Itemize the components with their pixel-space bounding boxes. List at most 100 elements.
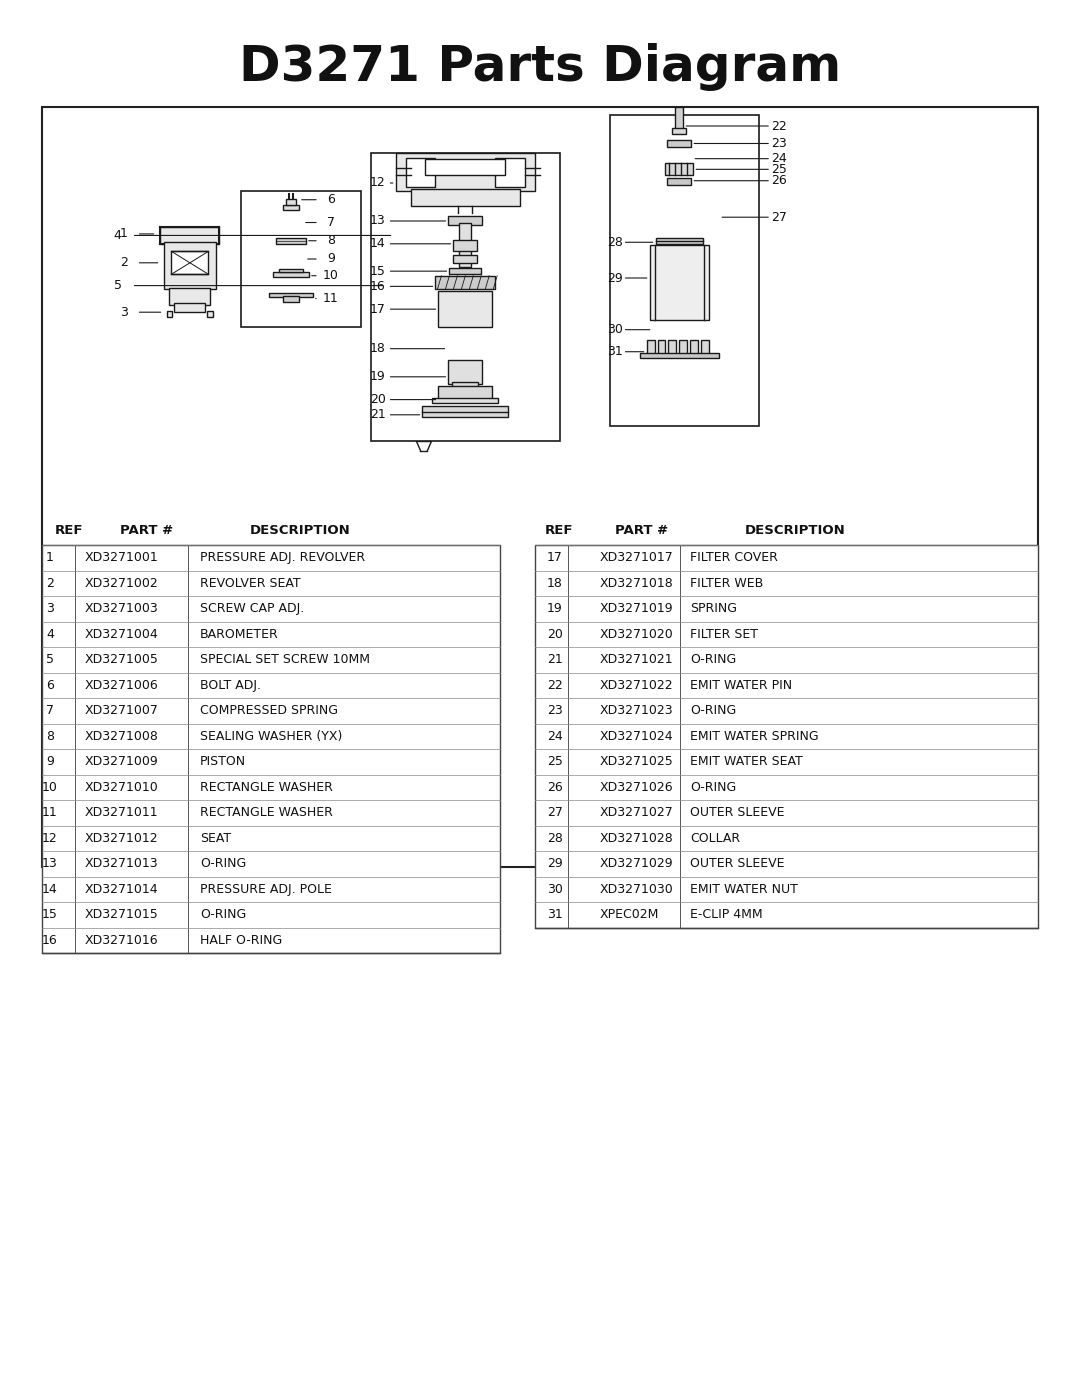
Text: 25: 25 (771, 163, 787, 176)
Bar (454, 256, 477, 263)
Text: XD3271014: XD3271014 (85, 883, 159, 895)
Text: RECTANGLE WASHER: RECTANGLE WASHER (200, 781, 333, 793)
Bar (675, 108, 684, 130)
Text: 5: 5 (113, 279, 122, 292)
Text: 16: 16 (369, 279, 386, 293)
Text: XD3271023: XD3271023 (600, 704, 674, 717)
Text: 3: 3 (120, 306, 127, 319)
Text: 4: 4 (46, 627, 54, 641)
Text: XD3271001: XD3271001 (85, 552, 159, 564)
Bar (690, 341, 699, 353)
Text: PART #: PART # (120, 524, 173, 536)
Text: XD3271018: XD3271018 (600, 577, 674, 590)
Bar (273, 272, 309, 277)
Text: XD3271002: XD3271002 (85, 577, 159, 590)
Text: 19: 19 (369, 370, 386, 383)
Text: 14: 14 (369, 237, 386, 250)
Text: XD3271011: XD3271011 (85, 806, 159, 819)
Text: 23: 23 (548, 704, 563, 717)
Text: PRESSURE ADJ. POLE: PRESSURE ADJ. POLE (200, 883, 332, 895)
Text: EMIT WATER NUT: EMIT WATER NUT (690, 883, 798, 895)
Bar (438, 291, 492, 327)
Text: SCREW CAP ADJ.: SCREW CAP ADJ. (200, 602, 305, 615)
Text: O-RING: O-RING (690, 704, 737, 717)
Text: 16: 16 (42, 933, 58, 947)
Text: DESCRIPTION: DESCRIPTION (745, 524, 846, 536)
Bar (667, 141, 691, 147)
Text: O-RING: O-RING (690, 654, 737, 666)
Text: XD3271005: XD3271005 (85, 654, 159, 666)
Text: FILTER SET: FILTER SET (690, 627, 758, 641)
Bar (286, 198, 296, 205)
Text: XD3271028: XD3271028 (600, 831, 674, 845)
Text: 13: 13 (42, 858, 58, 870)
Bar (701, 341, 710, 353)
Bar (656, 237, 703, 244)
Text: 22: 22 (548, 679, 563, 692)
Text: 21: 21 (548, 654, 563, 666)
Text: 19: 19 (548, 602, 563, 615)
Bar (160, 228, 219, 244)
Text: 17: 17 (548, 552, 563, 564)
Text: O-RING: O-RING (200, 908, 246, 921)
Text: 20: 20 (369, 393, 386, 407)
Text: SEALING WASHER (YX): SEALING WASHER (YX) (200, 729, 342, 743)
Bar (679, 341, 687, 353)
Bar (669, 341, 676, 353)
Bar (658, 341, 665, 353)
Text: 28: 28 (607, 236, 623, 249)
Bar (432, 398, 498, 404)
Text: HALF O-RING: HALF O-RING (200, 933, 282, 947)
Text: COLLAR: COLLAR (690, 831, 740, 845)
Text: 1: 1 (120, 228, 127, 240)
Text: 24: 24 (548, 729, 563, 743)
Bar (406, 158, 435, 187)
Text: 7: 7 (327, 217, 335, 229)
Text: 31: 31 (548, 908, 563, 921)
Bar (417, 387, 431, 441)
Text: 9: 9 (327, 253, 335, 265)
Text: 25: 25 (548, 756, 563, 768)
Text: XD3271008: XD3271008 (85, 729, 159, 743)
Text: 6: 6 (46, 679, 54, 692)
Text: 30: 30 (548, 883, 563, 895)
Text: 11: 11 (42, 806, 58, 819)
Bar (610, 115, 759, 426)
Text: XD3271007: XD3271007 (85, 704, 159, 717)
Bar (269, 293, 313, 298)
Text: REVOLVER SEAT: REVOLVER SEAT (200, 577, 300, 590)
Text: 17: 17 (369, 303, 386, 316)
Text: 15: 15 (369, 264, 386, 278)
Bar (283, 205, 299, 210)
Text: 28: 28 (548, 831, 563, 845)
Bar (422, 405, 508, 418)
Bar (435, 275, 495, 289)
Text: XD3271029: XD3271029 (600, 858, 674, 870)
Text: XD3271027: XD3271027 (600, 806, 674, 819)
Text: 12: 12 (42, 831, 58, 845)
Text: 24: 24 (771, 152, 787, 165)
Bar (448, 215, 483, 225)
Bar (42, 545, 500, 953)
Text: 27: 27 (548, 806, 563, 819)
Text: D3271 Parts Diagram: D3271 Parts Diagram (239, 43, 841, 91)
Bar (454, 240, 477, 251)
Bar (649, 246, 710, 320)
Bar (42, 108, 1038, 868)
Bar (403, 239, 444, 251)
Bar (535, 545, 1038, 928)
Text: XD3271016: XD3271016 (85, 933, 159, 947)
Text: 9: 9 (46, 756, 54, 768)
Text: XD3271021: XD3271021 (600, 654, 674, 666)
Text: 2: 2 (46, 577, 54, 590)
Text: 10: 10 (323, 270, 339, 282)
Text: OUTER SLEEVE: OUTER SLEEVE (690, 806, 784, 819)
Text: RECTANGLE WASHER: RECTANGLE WASHER (200, 806, 333, 819)
Text: XD3271003: XD3271003 (85, 602, 159, 615)
Text: XD3271026: XD3271026 (600, 781, 674, 793)
Text: XD3271022: XD3271022 (600, 679, 674, 692)
Text: XD3271019: XD3271019 (600, 602, 674, 615)
Bar (495, 158, 525, 187)
Text: SEAT: SEAT (200, 831, 231, 845)
Bar (448, 360, 483, 384)
